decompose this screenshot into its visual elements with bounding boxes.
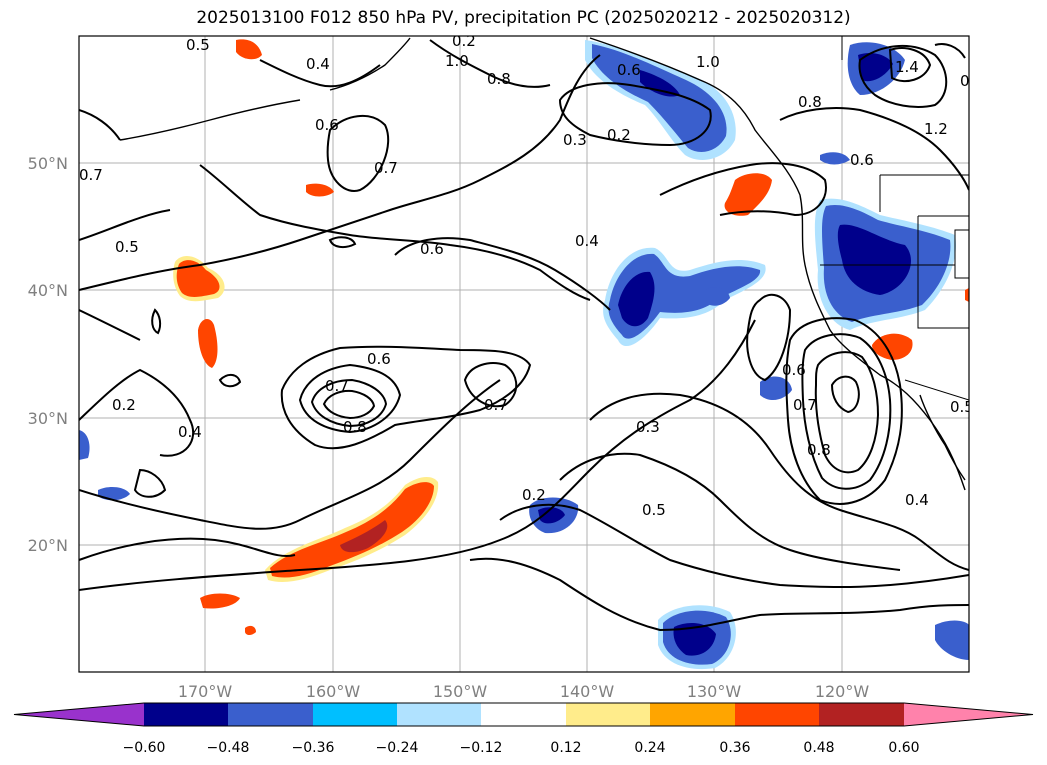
contour-label: 0.4 — [905, 491, 929, 509]
contour-label: 0.4 — [575, 232, 599, 250]
lon-label: 140°W — [560, 682, 615, 701]
contour-label: 0.5 — [642, 501, 666, 519]
colorbar-tick-label: −0.60 — [123, 740, 166, 756]
contour-label: 0.8 — [807, 441, 831, 459]
contour-label: 0.2 — [112, 396, 136, 414]
colorbar-tick-label: −0.12 — [460, 740, 503, 756]
latitude-labels: 50°N 40°N 30°N 20°N — [28, 154, 68, 555]
colorbar-extend-low — [14, 703, 144, 726]
map-title: 2025013100 F012 850 hPa PV, precipitatio… — [196, 8, 851, 28]
lat-label: 50°N — [28, 154, 68, 173]
positive-precip-areas — [173, 39, 969, 635]
contour-label: 0.6 — [420, 240, 444, 258]
contour-label: 0.6 — [315, 116, 339, 134]
colorbar-tick-label: −0.24 — [376, 740, 419, 756]
colorbar-outline — [13, 702, 1034, 727]
colorbar-segment — [313, 703, 397, 726]
contour-label: 0.7 — [793, 396, 817, 414]
contour-label: 0.5 — [960, 72, 984, 90]
colorbar-segment — [735, 703, 819, 726]
contour-label: 0.2 — [522, 486, 546, 504]
contour-label: 1.0 — [696, 53, 720, 71]
contour-label: 0.5 — [115, 238, 139, 256]
colorbar-tick-label: 0.12 — [550, 740, 581, 756]
contour-label: 0.3 — [563, 131, 587, 149]
contour-label: 0.7 — [484, 396, 508, 414]
contour-label: 0.7 — [325, 377, 349, 395]
colorbar-segment — [819, 703, 904, 726]
plot-frame — [78, 35, 970, 673]
contour-label: 0.8 — [343, 418, 367, 436]
lon-label: 150°W — [433, 682, 488, 701]
colorbar-segment — [566, 703, 650, 726]
contour-label: 1.0 — [445, 52, 469, 70]
colorbar-tick-label: −0.48 — [207, 740, 250, 756]
contour-label: 0.3 — [636, 418, 660, 436]
contour-label: 1.2 — [924, 120, 948, 138]
contour-label: 0.6 — [850, 151, 874, 169]
colorbar-segment — [397, 703, 481, 726]
political-borders — [820, 36, 969, 401]
contour-label: 0.6 — [617, 61, 641, 79]
contour-label: 0.6 — [367, 350, 391, 368]
colorbar-ticks: −0.60 −0.48 −0.36 −0.24 −0.12 0.12 0.24 … — [123, 740, 920, 756]
longitude-labels: 170°W 160°W 150°W 140°W 130°W 120°W — [178, 682, 870, 701]
pv-contours — [79, 39, 969, 632]
contour-label: 1.4 — [895, 58, 919, 76]
colorbar-tick-label: 0.60 — [888, 740, 919, 756]
colorbar — [13, 702, 1034, 727]
lon-label: 120°W — [815, 682, 870, 701]
contour-label: 0.4 — [306, 55, 330, 73]
contour-label: 0.7 — [79, 166, 103, 184]
contour-label: 0.5 — [950, 398, 974, 416]
contour-label: 0.4 — [178, 423, 202, 441]
lat-label: 20°N — [28, 536, 68, 555]
contour-label: 0.7 — [374, 159, 398, 177]
contour-labels: 0.5 0.4 0.2 1.0 0.8 0.6 1.0 1.4 1.2 0.6 … — [79, 32, 984, 519]
lat-label: 30°N — [28, 409, 68, 428]
colorbar-tick-label: 0.24 — [634, 740, 665, 756]
colorbar-tick-label: −0.36 — [292, 740, 335, 756]
contour-label: 0.2 — [452, 32, 476, 50]
contour-label: 0.6 — [782, 361, 806, 379]
contour-label: 0.8 — [487, 70, 511, 88]
lon-label: 130°W — [687, 682, 742, 701]
colorbar-tick-label: 0.36 — [719, 740, 750, 756]
colorbar-segment — [650, 703, 735, 726]
colorbar-extend-high — [904, 703, 1033, 726]
colorbar-tick-label: 0.48 — [803, 740, 834, 756]
lat-label: 40°N — [28, 281, 68, 300]
contour-label: 0.8 — [798, 93, 822, 111]
lon-label: 170°W — [178, 682, 233, 701]
colorbar-segment — [228, 703, 313, 726]
lon-label: 160°W — [306, 682, 361, 701]
contour-label: 0.2 — [607, 126, 631, 144]
contour-label: 0.5 — [186, 36, 210, 54]
colorbar-segment — [481, 703, 566, 726]
colorbar-segment — [144, 703, 228, 726]
